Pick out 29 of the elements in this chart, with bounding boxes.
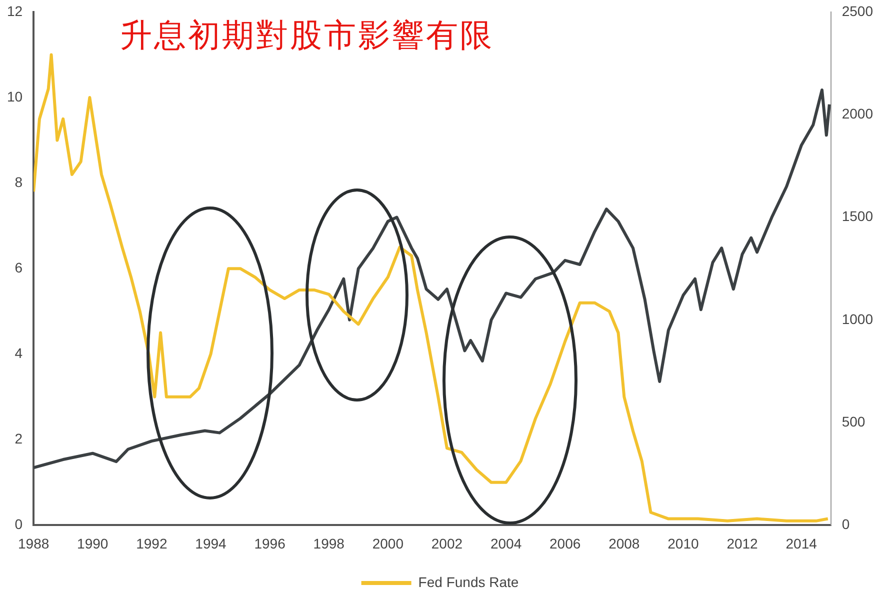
y-tick-label: 10: [6, 88, 23, 104]
y-tick-label: 8: [14, 174, 23, 190]
legend-label: Fed Funds Rate: [418, 574, 519, 590]
x-tick-label: 2010: [668, 535, 699, 552]
y-tick-label: 12: [6, 2, 23, 19]
y2-tick-label: 1000: [842, 310, 874, 327]
x-tick-label: 1988: [18, 535, 50, 552]
x-tick-label: 1992: [136, 535, 168, 552]
y-tick-label: 2: [14, 430, 23, 447]
x-tick-label: 1996: [254, 535, 286, 552]
x-tick-label: 2002: [431, 535, 463, 552]
x-tick-label: 2004: [490, 535, 522, 552]
x-tick-label: 2006: [550, 535, 581, 552]
x-tick-label: 1994: [195, 535, 227, 552]
x-tick-label: 2008: [608, 535, 640, 552]
y-tick-label: 0: [14, 516, 23, 532]
x-tick-label: 1998: [313, 535, 345, 552]
y2-tick-label: 500: [842, 413, 866, 430]
y2-tick-label: 0: [842, 516, 850, 532]
y2-tick-label: 1500: [842, 208, 874, 224]
chart-title: 升息初期對股市影響有限: [120, 15, 494, 56]
x-tick-label: 2000: [372, 535, 404, 552]
y2-tick-label: 2000: [842, 106, 874, 122]
x-tick-label: 2014: [786, 535, 818, 552]
x-tick-label: 1990: [77, 535, 108, 552]
y-tick-label: 6: [14, 259, 23, 276]
y2-tick-label: 2500: [842, 2, 874, 19]
x-tick-label: 2012: [726, 535, 758, 552]
y-tick-label: 4: [14, 344, 23, 361]
